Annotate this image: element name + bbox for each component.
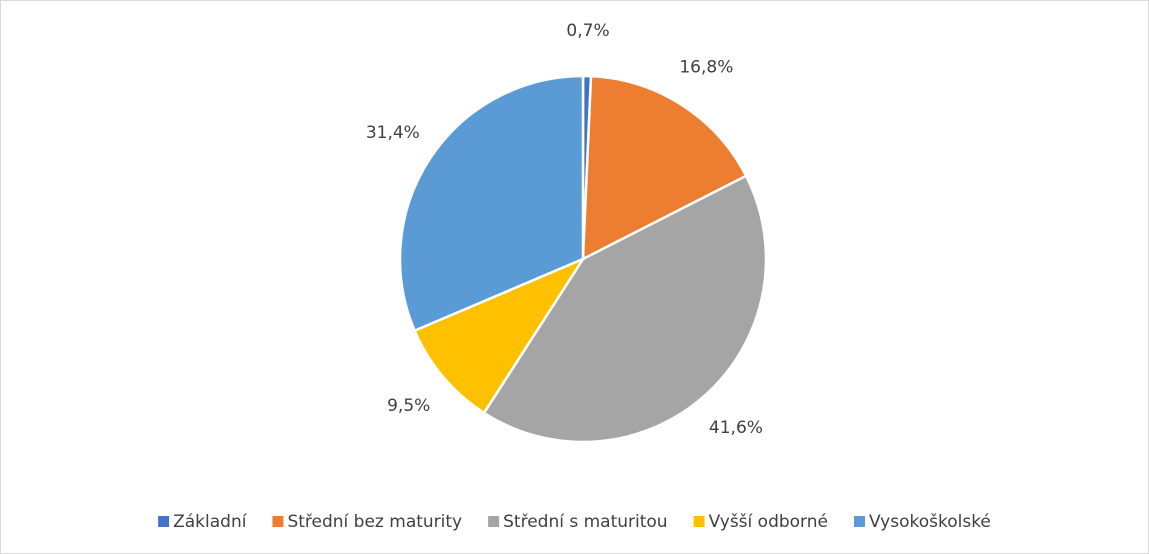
data-label: 0,7% [566, 21, 609, 41]
legend-label: Vysokoškolské [869, 512, 991, 532]
data-label: 41,6% [709, 418, 763, 438]
pie-slice [482, 174, 768, 444]
data-label: 31,4% [366, 123, 420, 143]
legend-swatch [158, 516, 170, 527]
pie-slice [581, 74, 748, 262]
pie-slice [412, 256, 587, 415]
legend-swatch [853, 516, 865, 527]
legend-swatch [693, 516, 705, 527]
legend-label: Střední bez maturity [287, 512, 462, 532]
data-label: 9,5% [387, 396, 430, 416]
legend-swatch [272, 516, 284, 527]
legend-label: Základní [173, 512, 248, 532]
data-label: 16,8% [679, 57, 733, 77]
pie-slice [398, 74, 585, 333]
legend-swatch [488, 516, 500, 527]
legend-label: Střední s maturitou [503, 512, 667, 532]
legend-label: Vyšší odborné [709, 512, 828, 532]
